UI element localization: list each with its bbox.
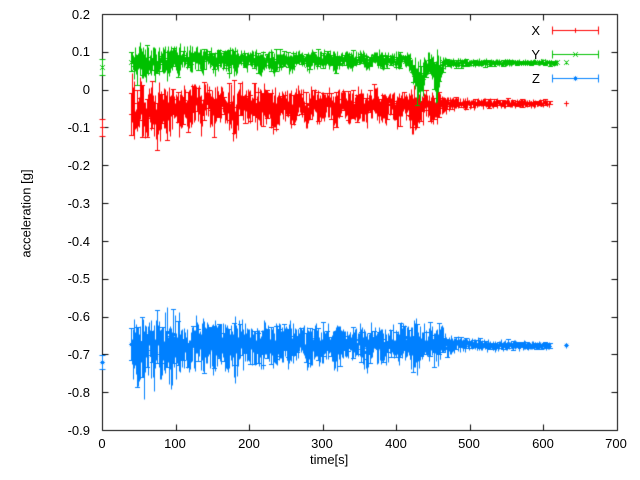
legend-label-x: X [531, 23, 540, 38]
legend-label-z: Z [532, 71, 540, 86]
y-tick-label: -0.9 [67, 423, 90, 438]
x-tick-label: 100 [164, 436, 186, 451]
x-tick-label: 400 [385, 436, 407, 451]
x-tick-label: 200 [238, 436, 260, 451]
x-tick-label: 300 [311, 436, 333, 451]
y-tick-label: 0 [82, 82, 90, 97]
x-tick-label: 700 [605, 436, 627, 451]
y-tick-label: -0.5 [67, 271, 90, 286]
x-tick-label: 0 [98, 436, 106, 451]
y-tick-label: -0.2 [67, 158, 90, 173]
y-tick-label: -0.4 [67, 234, 90, 249]
y-tick-label: -0.6 [67, 309, 90, 324]
y-tick-label: -0.3 [67, 196, 90, 211]
x-tick-label: 600 [532, 436, 554, 451]
y-tick-label: -0.7 [67, 347, 90, 362]
y-tick-label: -0.8 [67, 385, 90, 400]
y-tick-label: 0.1 [71, 44, 90, 59]
y-tick-label: 0.2 [71, 7, 90, 22]
y-axis-label: acceleration [g] [18, 169, 34, 258]
x-tick-label: 500 [458, 436, 480, 451]
y-tick-label: -0.1 [67, 120, 90, 135]
x-axis-label: time[s] [310, 452, 349, 467]
legend-label-y: Y [531, 47, 540, 62]
